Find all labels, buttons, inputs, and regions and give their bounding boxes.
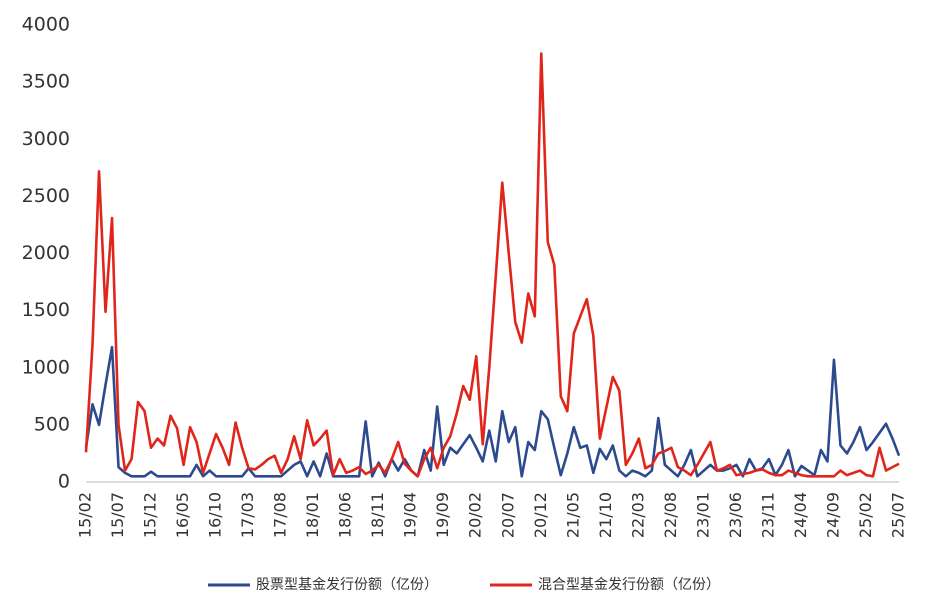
legend-label: 混合型基金发行份额（亿份） (538, 576, 720, 593)
x-tick-label: 19/09 (433, 492, 452, 538)
x-tick-label: 23/06 (726, 492, 745, 538)
x-tick-label: 18/11 (368, 492, 387, 538)
x-tick-label: 21/10 (596, 492, 615, 538)
y-tick-label: 2500 (22, 185, 70, 207)
line-series (84, 52, 900, 478)
y-tick-label: 3000 (22, 128, 70, 150)
y-tick-label: 1000 (22, 356, 70, 378)
x-tick-label: 15/02 (76, 492, 95, 538)
x-tick-label: 21/05 (563, 492, 582, 538)
x-tick-label: 17/03 (238, 492, 257, 538)
x-tick-label: 20/02 (466, 492, 485, 538)
x-tick-label: 24/04 (791, 492, 810, 538)
y-tick-label: 0 (58, 471, 70, 493)
line-series (84, 345, 901, 478)
x-tick-label: 25/02 (856, 492, 875, 538)
x-tick-label: 16/10 (206, 492, 225, 538)
x-tick-label: 18/01 (303, 492, 322, 538)
y-tick-label: 4000 (22, 14, 70, 36)
x-tick-label: 15/12 (141, 492, 160, 538)
x-tick-label: 17/08 (271, 492, 290, 538)
y-tick-label: 3500 (22, 71, 70, 93)
x-tick-label: 15/07 (108, 492, 127, 538)
y-tick-label: 2000 (22, 242, 70, 264)
x-tick-label: 20/07 (498, 492, 517, 538)
x-tick-label: 16/05 (173, 492, 192, 538)
x-tick-label: 19/04 (401, 492, 420, 538)
x-tick-label: 24/09 (823, 492, 842, 538)
legend-label: 股票型基金发行份额（亿份） (256, 576, 438, 593)
y-tick-label: 500 (34, 413, 70, 435)
y-tick-label: 1500 (22, 299, 70, 321)
x-tick-label: 22/08 (661, 492, 680, 538)
x-tick-label: 25/07 (889, 492, 908, 538)
x-tick-label: 20/12 (531, 492, 550, 538)
x-tick-label: 23/11 (758, 492, 777, 538)
x-tick-label: 23/01 (693, 492, 712, 538)
x-tick-label: 18/06 (336, 492, 355, 538)
x-tick-label: 22/03 (628, 492, 647, 538)
